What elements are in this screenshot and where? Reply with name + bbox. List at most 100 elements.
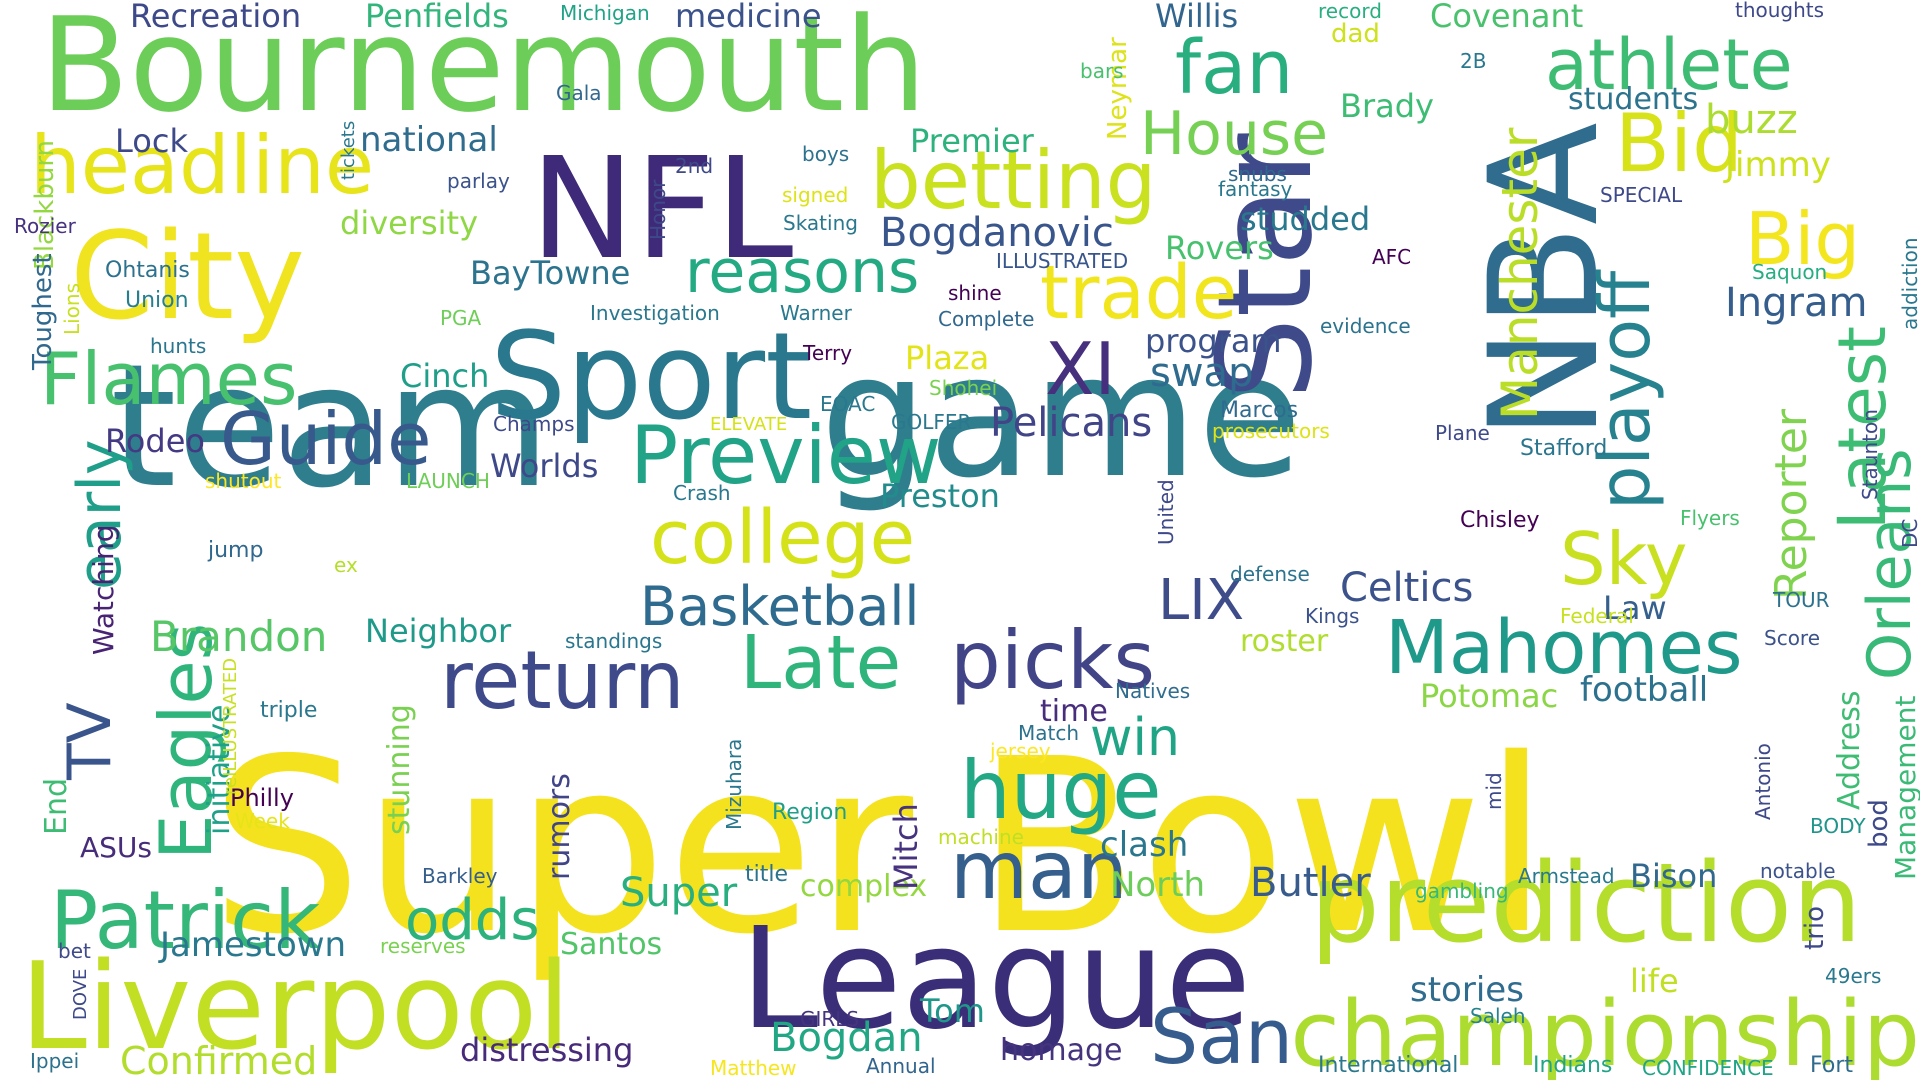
word: NFL bbox=[530, 127, 794, 291]
word: Match bbox=[1018, 721, 1080, 746]
word: championship bbox=[1290, 982, 1920, 1080]
word: medicine bbox=[675, 0, 822, 36]
word: Complete bbox=[938, 307, 1035, 332]
word: playoff bbox=[1584, 270, 1666, 510]
word: Ingram bbox=[1725, 279, 1868, 326]
word: time bbox=[1040, 694, 1108, 730]
word: 2nd bbox=[675, 154, 714, 179]
word: program bbox=[1145, 322, 1282, 361]
word: Philly bbox=[230, 783, 294, 812]
word: Santos bbox=[560, 927, 663, 963]
word: Preston bbox=[880, 477, 1000, 516]
word: Reporter bbox=[1766, 408, 1817, 600]
word: dad bbox=[1331, 18, 1380, 49]
word: rumors bbox=[542, 773, 577, 880]
word: Bowl bbox=[975, 706, 1550, 987]
word: Sky bbox=[1560, 517, 1688, 602]
word: Crash bbox=[673, 481, 731, 506]
word: Toughest bbox=[28, 253, 58, 370]
word: Law bbox=[1603, 589, 1667, 628]
word: Preview bbox=[630, 408, 942, 502]
word: GOLFER bbox=[891, 410, 972, 435]
word: shine bbox=[948, 281, 1002, 306]
word: huge bbox=[960, 743, 1162, 837]
word: buzz bbox=[1705, 96, 1798, 143]
word: Region bbox=[772, 799, 848, 825]
word: Mahomes bbox=[1385, 605, 1743, 692]
word: Jimmy bbox=[1725, 145, 1831, 186]
word: Neighbor bbox=[365, 612, 512, 651]
word: Premier bbox=[910, 122, 1034, 161]
word: Union bbox=[125, 287, 189, 313]
word: TOUR bbox=[1773, 588, 1830, 613]
word: complex bbox=[800, 869, 928, 905]
word: title bbox=[745, 861, 789, 887]
word: man bbox=[950, 823, 1128, 917]
word: prediction bbox=[1310, 838, 1862, 967]
word: Bogdanovic bbox=[880, 209, 1114, 256]
word: evidence bbox=[1320, 314, 1411, 339]
word: homage bbox=[1000, 1033, 1123, 1069]
word: Super bbox=[210, 706, 914, 987]
word: Butler bbox=[1250, 859, 1371, 906]
word: students bbox=[1568, 82, 1699, 118]
word: game bbox=[820, 317, 1303, 516]
word: picks bbox=[950, 613, 1155, 707]
word: headline bbox=[30, 118, 375, 212]
word: CONFIDENCE bbox=[1642, 1056, 1774, 1080]
word: Natives bbox=[1115, 679, 1191, 704]
word: jump bbox=[208, 537, 264, 563]
word: standings bbox=[565, 629, 663, 654]
word: Mitch bbox=[887, 803, 925, 890]
word: Terry bbox=[803, 341, 853, 366]
word: Plaza bbox=[905, 339, 990, 378]
word: Federal bbox=[1560, 604, 1634, 629]
word: Marcos bbox=[1220, 397, 1299, 423]
word: college bbox=[650, 495, 916, 582]
word: Blackburn bbox=[30, 139, 60, 270]
word: Warner bbox=[780, 301, 852, 326]
word: studded bbox=[1240, 200, 1371, 239]
word: stories bbox=[1410, 970, 1524, 1011]
word: bod bbox=[1864, 799, 1894, 848]
word: win bbox=[1090, 707, 1180, 768]
word: triple bbox=[260, 697, 318, 723]
word: reserves bbox=[380, 934, 466, 959]
word: Stafford bbox=[1520, 435, 1608, 461]
word: record bbox=[1318, 0, 1382, 24]
word: Guide bbox=[220, 397, 432, 482]
word: Bison bbox=[1630, 857, 1718, 896]
word: Brandon bbox=[150, 611, 328, 661]
word: diversity bbox=[340, 204, 479, 243]
word: DC bbox=[1898, 518, 1920, 548]
word: PGA bbox=[440, 306, 482, 331]
word: reasons bbox=[685, 237, 920, 308]
word: Chisley bbox=[1460, 507, 1540, 533]
word: ILLUSTRATED bbox=[996, 249, 1129, 274]
word: Barkley bbox=[422, 864, 498, 889]
word: distressing bbox=[460, 1031, 634, 1070]
word: United bbox=[1154, 479, 1178, 545]
word: defense bbox=[1230, 562, 1310, 587]
word: Rozier bbox=[14, 214, 76, 239]
word: SPECIAL bbox=[1600, 183, 1683, 208]
word: International bbox=[1318, 1052, 1459, 1078]
word: LAUNCH bbox=[406, 469, 490, 494]
word: LIX bbox=[1158, 567, 1245, 633]
word: Saleh bbox=[1470, 1004, 1526, 1029]
word: Penfields bbox=[365, 0, 509, 36]
word: Super bbox=[620, 869, 738, 916]
word: fantasy bbox=[1218, 177, 1293, 202]
word: betting bbox=[870, 133, 1157, 227]
word: TV bbox=[55, 702, 125, 780]
word: notable bbox=[1760, 859, 1836, 884]
word: roster bbox=[1240, 624, 1329, 660]
word: Confirmed bbox=[120, 1039, 318, 1080]
word: Manchester bbox=[1491, 127, 1549, 420]
word: fan bbox=[1175, 25, 1294, 112]
word: Big bbox=[1745, 197, 1861, 282]
word: Flames bbox=[40, 337, 298, 422]
word: Neymar bbox=[1103, 37, 1133, 140]
word: return bbox=[440, 633, 685, 727]
word: Honor bbox=[646, 179, 670, 240]
